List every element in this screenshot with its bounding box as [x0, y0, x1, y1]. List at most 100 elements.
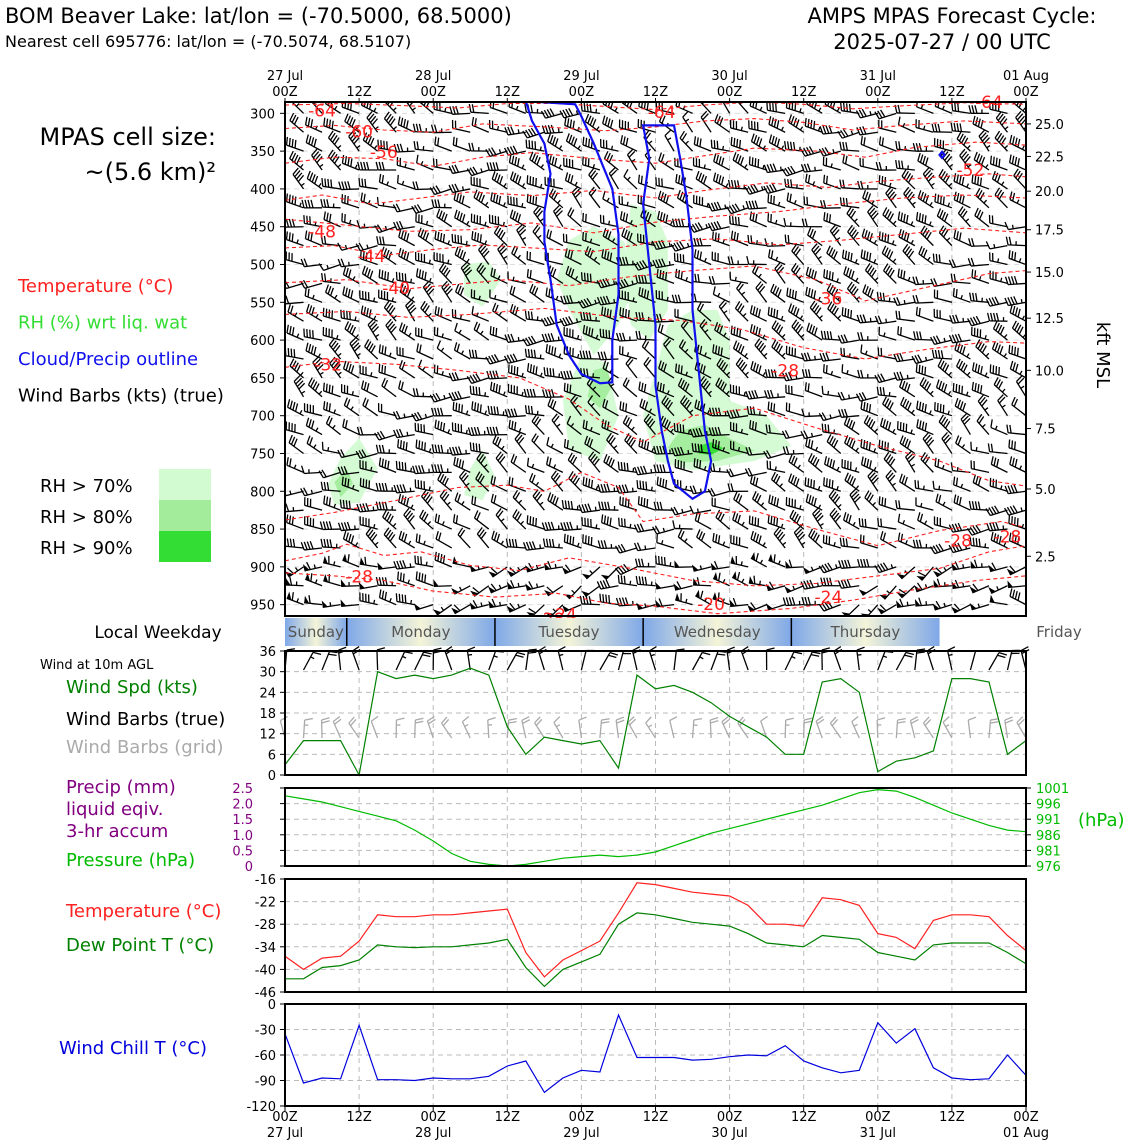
barb-half-flag: [723, 240, 724, 244]
barb-flag: [272, 324, 275, 332]
barb-flag: [533, 365, 534, 373]
wind-barb: [430, 393, 451, 402]
barb-half-flag: [1017, 200, 1019, 204]
barb-flag: [813, 231, 816, 239]
barb-flag: [385, 483, 387, 491]
barb-flag: [904, 271, 905, 279]
barb-flag: [882, 176, 883, 184]
barb-flag: [379, 162, 381, 170]
barb-flag: [315, 176, 318, 184]
barb-half-flag: [669, 243, 670, 247]
barb-flag: [807, 353, 810, 361]
barb-flag: [272, 237, 273, 245]
barb-flag: [603, 329, 604, 337]
barb-flag: [922, 214, 923, 222]
wind-barb: [935, 138, 952, 151]
wind-barb: [839, 409, 860, 417]
barb-flag: [804, 164, 807, 172]
wind-barb: [863, 284, 878, 302]
barb-staff: [721, 98, 730, 114]
barb-flag: [937, 208, 940, 216]
barb-flag: [953, 383, 954, 391]
barb-flag: [370, 271, 373, 279]
wind-barb: [914, 331, 934, 340]
barb-staff: [990, 246, 1008, 249]
barb-staff: [547, 445, 563, 453]
barb-flag: [382, 365, 383, 373]
barb-half-flag: [837, 108, 839, 111]
barb-half-flag: [704, 164, 705, 168]
barb-half-flag: [466, 430, 467, 434]
barb-half-flag: [961, 484, 962, 488]
barb-half-flag: [764, 353, 767, 356]
barb-half-flag: [745, 353, 747, 356]
wind-barb: [472, 231, 489, 245]
barb-flag: [567, 440, 568, 448]
barb-flag: [376, 445, 378, 453]
barb-flag: [455, 323, 457, 331]
barb-staff: [267, 318, 285, 321]
wind-barb: [603, 96, 618, 113]
wind-barb: [917, 212, 934, 227]
barb-flag: [269, 249, 270, 257]
wind-barb: [307, 436, 322, 454]
barb-flag: [288, 399, 290, 407]
wind-barb: [916, 119, 933, 132]
barb-flag: [341, 259, 344, 267]
barb-flag: [700, 460, 701, 468]
barb-half-flag: [425, 414, 426, 418]
barb-flag: [530, 284, 533, 292]
barb-flag: [882, 441, 883, 449]
wind-barb: [748, 235, 767, 246]
barb-flag: [739, 217, 740, 225]
barb-half-flag: [429, 260, 430, 264]
barb-flag: [490, 99, 491, 107]
barb-flag: [752, 391, 755, 399]
barb-flag: [639, 175, 640, 183]
barb-flag: [531, 312, 532, 320]
barb-half-flag: [820, 316, 823, 319]
wind-barb: [287, 194, 304, 208]
barb-flag: [711, 140, 712, 148]
barb-flag: [993, 171, 996, 179]
wind-barb: [768, 194, 785, 208]
barb-staff: [490, 298, 507, 303]
wind-barb: [713, 232, 730, 246]
barb-flag: [569, 135, 572, 143]
barb-flag: [883, 419, 885, 427]
barb-flag: [953, 315, 956, 323]
barb-flag: [840, 142, 841, 150]
barb-flag: [900, 353, 903, 361]
barb-flag: [626, 138, 628, 146]
barb-flag: [287, 137, 288, 145]
wind-barb: [825, 96, 841, 113]
barb-flag: [941, 196, 942, 204]
barb-flag: [922, 403, 923, 411]
barb-flag: [405, 463, 406, 471]
wind-barb: [305, 403, 322, 416]
wind-barb: [784, 218, 804, 227]
barb-flag: [342, 182, 344, 190]
barb-flag: [714, 173, 716, 181]
barb-flag: [511, 126, 514, 134]
barb-flag: [308, 200, 310, 208]
barb-flag: [553, 269, 556, 277]
barb-flag: [459, 459, 460, 467]
barb-half-flag: [980, 276, 981, 280]
barb-half-flag: [967, 145, 970, 148]
barb-flag: [1011, 485, 1014, 493]
wind-barb: [581, 103, 600, 114]
barb-half-flag: [875, 429, 878, 432]
barb-flag: [527, 175, 528, 183]
wind-barb: [551, 471, 562, 492]
barb-flag: [345, 114, 348, 122]
barb-flag: [439, 211, 442, 219]
barb-flag: [329, 385, 330, 393]
barb-flag: [901, 270, 902, 278]
barb-flag: [1012, 346, 1013, 354]
wind-barb: [1010, 135, 1026, 151]
wind-barb: [301, 280, 322, 288]
barb-flag: [830, 214, 831, 222]
barb-flag: [589, 139, 590, 147]
barb-flag: [403, 441, 404, 449]
